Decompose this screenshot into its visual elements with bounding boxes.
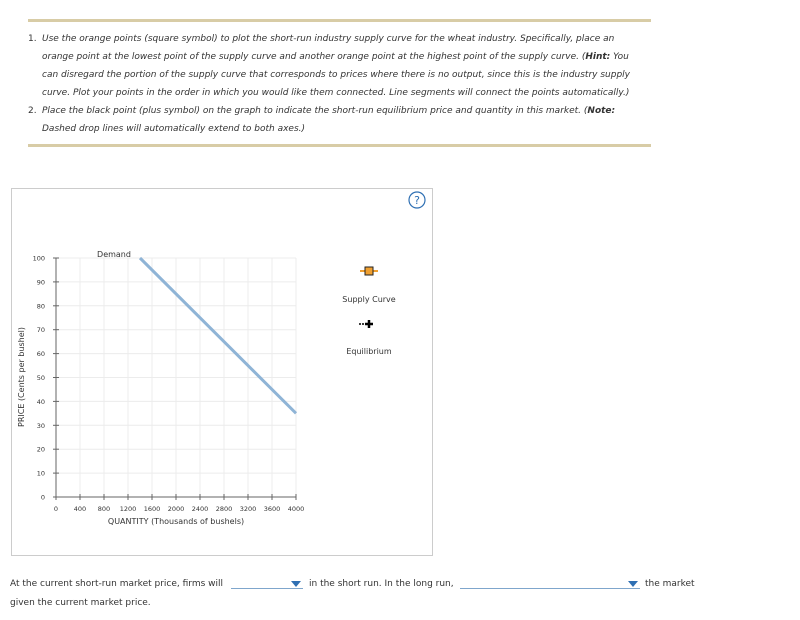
x-tick-label: 4000 xyxy=(288,505,305,513)
text: Dashed drop lines will automatically ext… xyxy=(42,124,306,134)
legend-marker xyxy=(365,320,373,328)
y-tick-label: 90 xyxy=(37,278,45,286)
demand-line xyxy=(138,256,298,415)
legend-dot xyxy=(362,323,364,325)
text: Use the orange points (square symbol) to… xyxy=(42,34,615,62)
x-tick-label: 800 xyxy=(98,505,110,513)
question-text: given the current market price. xyxy=(10,598,151,608)
x-axis-label: QUANTITY (Thousands of bushels) xyxy=(108,517,244,526)
note: Note: xyxy=(587,106,616,116)
question-text: the market xyxy=(645,579,695,589)
text: Place the black point (plus symbol) on t… xyxy=(42,106,588,116)
instructions: 1. Use the orange points (square symbol) … xyxy=(28,19,651,147)
y-tick-label: 10 xyxy=(37,470,45,478)
y-tick-label: 30 xyxy=(37,422,45,430)
instruction: 1. Use the orange points (square symbol) … xyxy=(28,30,651,102)
legend-label: Equilibrium xyxy=(346,347,392,356)
x-tick-label: 1200 xyxy=(120,505,137,513)
x-tick-label: 0 xyxy=(54,505,58,513)
x-tick-label: 3600 xyxy=(264,505,281,513)
instruction: 2. Place the black point (plus symbol) on… xyxy=(28,102,651,138)
legend-label: Supply Curve xyxy=(342,295,395,304)
y-tick-label: 40 xyxy=(37,398,45,406)
series-label: Demand xyxy=(97,250,131,259)
y-tick-label: 80 xyxy=(37,302,45,310)
number: 2. xyxy=(28,106,37,116)
y-tick-label: 20 xyxy=(37,446,45,454)
graph-panel xyxy=(11,188,433,556)
y-axis-label: PRICE (Cents per bushel) xyxy=(17,327,26,427)
x-tick-label: 2800 xyxy=(216,505,233,513)
y-tick-label: 50 xyxy=(37,374,45,382)
y-tick-label: 70 xyxy=(37,326,45,334)
dropdown[interactable] xyxy=(231,578,303,589)
x-tick-label: 2400 xyxy=(192,505,209,513)
text: You can disregard the portion of the sup… xyxy=(42,52,630,98)
hint: Hint: xyxy=(585,52,611,62)
y-tick-label: 60 xyxy=(37,350,45,358)
number: 1. xyxy=(28,34,37,44)
x-tick-label: 2000 xyxy=(168,505,185,513)
question-text: At the current short-run market price, f… xyxy=(10,579,224,589)
x-tick-label: 1600 xyxy=(144,505,161,513)
x-tick-label: 3200 xyxy=(240,505,257,513)
y-tick-label: 100 xyxy=(33,255,45,263)
y-tick-label: 0 xyxy=(41,494,45,502)
legend-dot xyxy=(359,323,361,325)
legend-marker xyxy=(364,266,374,276)
help-icon[interactable] xyxy=(408,191,426,209)
question-text: in the short run. In the long run, xyxy=(309,579,454,589)
help-icon-text[interactable]: ? xyxy=(414,194,420,207)
x-tick-label: 400 xyxy=(74,505,86,513)
dropdown[interactable] xyxy=(460,578,640,589)
